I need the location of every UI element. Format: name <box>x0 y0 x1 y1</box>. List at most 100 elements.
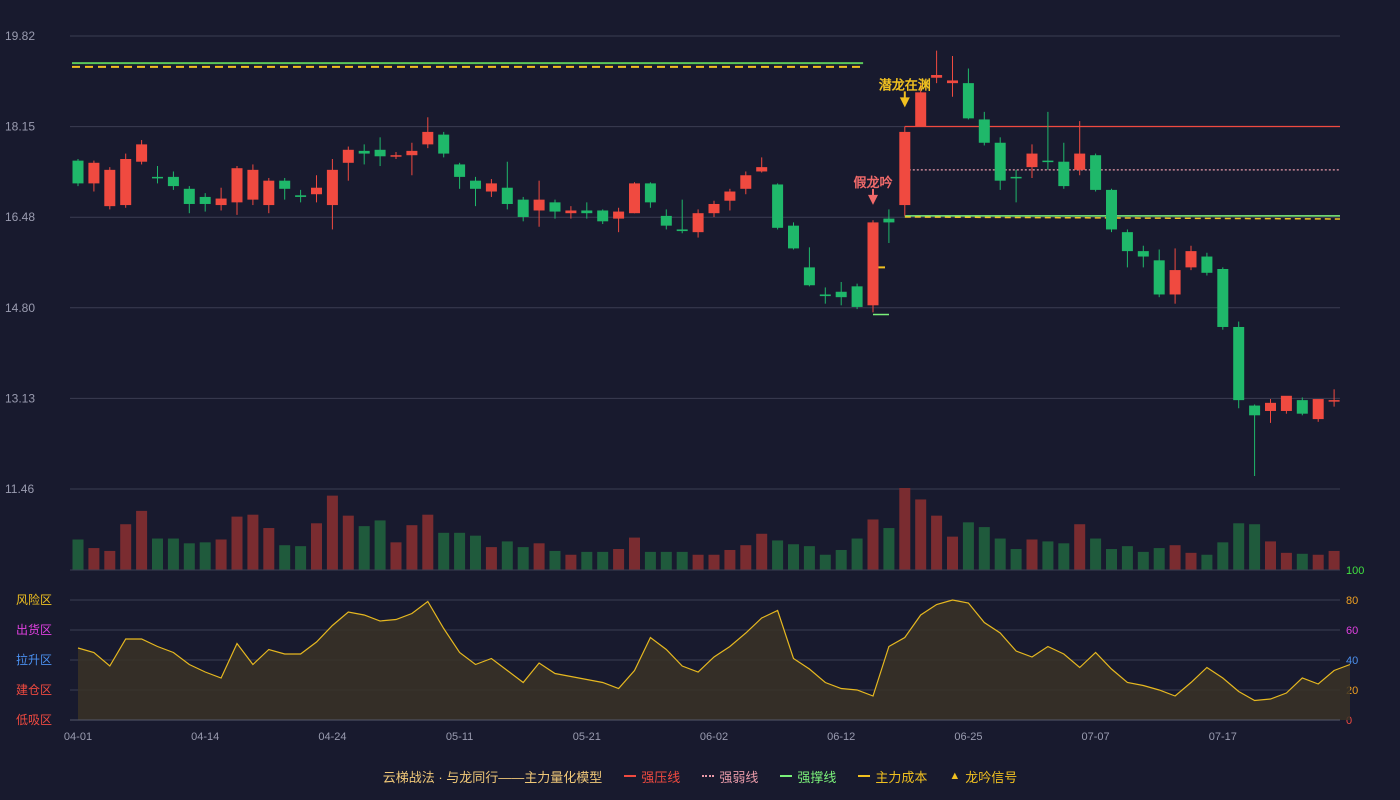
candle-body <box>867 222 879 306</box>
x-tick-label: 04-24 <box>318 731 346 743</box>
volume-bar <box>740 545 752 570</box>
price-tick-label: 16.48 <box>5 210 35 224</box>
candle-body <box>1026 153 1038 168</box>
legend-item-weak[interactable]: 强弱线 <box>702 767 758 786</box>
volume-bar <box>803 546 815 570</box>
cost-line <box>904 216 1341 220</box>
legend-item-signal[interactable]: ▲ 龙吟信号 <box>949 767 1017 786</box>
candle-body <box>295 195 307 197</box>
volume-bar <box>1265 541 1276 570</box>
candle-body <box>152 176 163 179</box>
candle-body <box>1169 270 1181 295</box>
volume-bar <box>1042 541 1054 570</box>
volume-bar <box>660 551 672 570</box>
volume-bar <box>183 543 195 570</box>
x-tick-label: 05-21 <box>573 731 601 743</box>
legend-swatch-resist <box>624 775 637 777</box>
candle-body <box>1217 269 1229 327</box>
signal-arrow-icon <box>868 194 878 205</box>
indicator-tick-label: 40 <box>1346 655 1358 667</box>
candle-body <box>676 229 688 232</box>
volume-bar <box>152 538 163 570</box>
volume-bar <box>629 537 640 570</box>
candle-body <box>788 225 799 249</box>
volume-bar <box>899 488 911 570</box>
legend-item-support[interactable]: 强撑线 <box>780 767 836 786</box>
volume-bar <box>994 538 1006 570</box>
candle-body <box>342 149 354 163</box>
candle-body <box>851 286 863 307</box>
candle-body <box>883 218 895 223</box>
price-tick-label: 14.80 <box>5 301 35 315</box>
candle-body <box>660 215 672 226</box>
volume-bar <box>263 528 275 570</box>
candle-body <box>1074 153 1086 170</box>
volume-bar <box>581 551 593 570</box>
candle-body <box>501 187 513 204</box>
candle-body <box>88 162 100 184</box>
candle-body <box>279 180 291 189</box>
x-tick-label: 04-01 <box>64 731 92 743</box>
volume-bar <box>104 550 116 570</box>
candle-body <box>565 210 577 214</box>
indicator-tick-label: 0 <box>1346 715 1352 727</box>
volume-bar <box>819 554 831 570</box>
volume-bar <box>549 550 561 570</box>
legend-label-weak: 强弱线 <box>719 769 759 785</box>
volume-bar <box>1185 552 1197 570</box>
volume-bar <box>851 538 863 570</box>
candle-body <box>962 83 974 119</box>
volume-bar <box>279 545 291 570</box>
volume-bar <box>1137 551 1149 570</box>
legend-label-signal: 龙吟信号 <box>965 769 1018 785</box>
candle-body <box>994 142 1006 181</box>
volume-bar <box>88 548 100 570</box>
candle-body <box>438 134 450 154</box>
zone-label: 低吸区 <box>16 713 52 727</box>
candle-body <box>1153 260 1165 295</box>
indicator-tick-label: 80 <box>1346 595 1358 607</box>
x-tick-label: 04-14 <box>191 731 219 743</box>
legend-title: 云梯战法 · 与龙同行——主力量化模型 <box>382 769 603 785</box>
candle-body <box>724 191 736 201</box>
candle-body <box>183 188 195 204</box>
legend-item-resist[interactable]: 强压线 <box>624 767 680 786</box>
legend-label-support: 强撑线 <box>797 769 837 785</box>
candle-body <box>692 213 704 233</box>
candle-body <box>1280 395 1292 411</box>
volume-bar <box>390 542 402 570</box>
x-tick-label: 06-25 <box>954 731 982 743</box>
candle-body <box>978 119 990 143</box>
volume-bar <box>962 522 974 570</box>
candle-body <box>422 131 434 145</box>
volume-bar <box>311 523 322 570</box>
candle-body <box>803 267 815 286</box>
volume-bar <box>788 544 799 570</box>
indicator-tick-label: 60 <box>1346 625 1358 637</box>
volume-bar <box>915 499 927 570</box>
volume-bar <box>1106 549 1117 570</box>
candle-body <box>708 203 720 214</box>
signal-label-jialongyin: 假龙吟 <box>853 175 892 190</box>
volume-bar <box>470 535 481 570</box>
volume-bar <box>565 554 577 570</box>
candle-body <box>1137 251 1149 257</box>
volume-bar <box>1074 524 1086 570</box>
legend-label-resist: 强压线 <box>641 769 681 785</box>
triangle-icon: ▲ <box>949 770 961 782</box>
volume-bar <box>406 525 418 570</box>
candle-body <box>1090 155 1102 190</box>
volume-bar <box>692 554 704 570</box>
candle-body <box>231 168 243 203</box>
volume-bar <box>1058 543 1070 570</box>
candle-body <box>756 167 768 172</box>
volume-bar <box>501 541 513 570</box>
candle-body <box>326 169 338 206</box>
candle-body <box>1233 326 1245 401</box>
candle-body <box>1042 160 1054 163</box>
legend-item-cost[interactable]: 主力成本 <box>858 767 927 786</box>
candle-body <box>390 155 402 157</box>
volume-bar <box>517 547 529 570</box>
candle-body <box>772 184 784 228</box>
volume-bar <box>485 547 497 570</box>
